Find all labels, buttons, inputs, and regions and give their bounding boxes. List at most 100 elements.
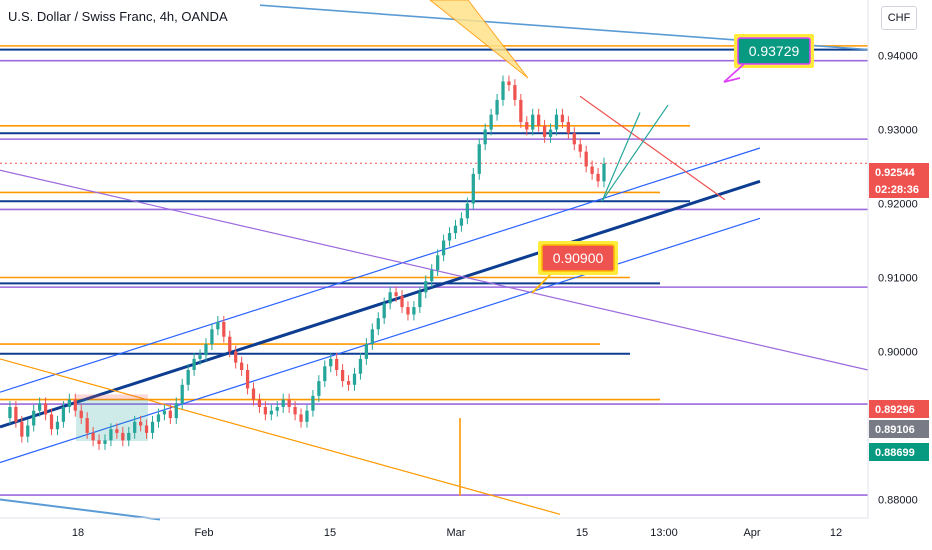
price-badge [869, 180, 929, 198]
time-tick-label: 15 [576, 527, 588, 539]
projection-arrow-green-2 [601, 112, 641, 202]
candle-body [127, 432, 131, 441]
time-tick-label: 15 [324, 527, 336, 539]
candle-body [418, 292, 422, 308]
candle-body [239, 362, 244, 370]
price-badge [869, 163, 929, 181]
candle-body [67, 399, 71, 407]
candle-body [97, 440, 101, 444]
candle-body [465, 203, 469, 219]
candle-body [305, 410, 309, 422]
price-badge [869, 443, 929, 461]
candle-body [251, 388, 256, 400]
candle-body [584, 151, 588, 167]
price-tick-label: 0.92000 [878, 199, 918, 211]
candle-body [32, 410, 36, 426]
candle-body [572, 133, 576, 145]
currency-button[interactable]: CHF [881, 6, 917, 30]
candle-body [507, 81, 511, 86]
candle-body [263, 407, 268, 415]
candle-body [299, 414, 303, 422]
time-tick-label: 13:00 [650, 527, 678, 539]
candle-body [436, 255, 440, 271]
candle-body [602, 163, 606, 182]
candle-body [186, 370, 190, 385]
candle-body [311, 395, 315, 411]
price-tick-label: 0.94000 [878, 51, 918, 63]
trend-line [0, 179, 761, 429]
candle-body [471, 173, 475, 204]
candle-body [335, 358, 339, 370]
candle-body [352, 373, 357, 385]
candle-body [548, 129, 553, 137]
candle-body [180, 384, 184, 404]
candle-body [216, 321, 220, 330]
candle-body [139, 421, 143, 426]
falling-trend-line [0, 169, 869, 371]
candle-body [228, 336, 232, 352]
orange-trend-line [0, 358, 561, 515]
candle-body [150, 421, 155, 433]
callouts: 0.90900 0.93729 [531, 34, 814, 294]
trend-line [0, 217, 761, 464]
candle-body [376, 318, 380, 330]
candle-body [269, 410, 273, 415]
callout-pointer [723, 63, 745, 83]
price-badge [869, 400, 929, 418]
candle-body [394, 292, 398, 296]
candle-body [49, 414, 54, 430]
candle-body [204, 344, 208, 356]
projection-arrow-red [579, 95, 726, 201]
price-tick-label: 0.88000 [878, 495, 918, 507]
candle-body [281, 399, 285, 407]
candle-body [453, 225, 458, 234]
candle-body [234, 351, 238, 363]
candle-body [554, 114, 559, 130]
candle-body [495, 99, 499, 115]
candle-body [287, 399, 291, 407]
time-axis: 18 Feb 15 Mar 15 13:00 Apr 12 [0, 517, 868, 539]
candle-body [412, 307, 416, 315]
time-tick-label: Mar [447, 527, 466, 539]
time-tick-label: Feb [195, 527, 214, 539]
candle-body [192, 358, 196, 370]
candle-body [346, 381, 351, 385]
candle-body [501, 81, 505, 100]
callout-label: 0.93729 [749, 43, 800, 59]
price-tick-label: 0.93000 [878, 125, 918, 137]
candle-body [14, 407, 18, 422]
candle-body [55, 421, 60, 430]
price-badges: 0.92544 02:28:36 0.89296 0.89106 0.88699 [869, 163, 929, 461]
candle-body [519, 99, 523, 123]
candle-body [257, 399, 262, 407]
candle-body [210, 329, 214, 345]
price-tick-label: 0.90000 [878, 347, 918, 359]
price-badge-label: 0.89296 [875, 404, 915, 416]
candle-body [329, 358, 333, 367]
price-badge-label: 02:28:36 [875, 184, 919, 196]
candle-body [382, 303, 386, 319]
candle-body [560, 114, 565, 123]
candle-body [174, 403, 178, 419]
candle-body [566, 122, 570, 134]
candle-body [430, 270, 434, 282]
candle-body [531, 114, 535, 130]
callout-label: 0.90900 [553, 250, 604, 266]
candle-body [222, 321, 226, 337]
candle-body [537, 114, 541, 126]
candle-body [483, 129, 487, 145]
candle-body [596, 173, 600, 182]
candle-body [121, 432, 125, 441]
callout-pointer [531, 274, 551, 294]
candle-body [156, 414, 161, 422]
trend-line [0, 147, 761, 393]
candle-body [61, 407, 66, 422]
candle-body [459, 218, 464, 226]
candle-body [168, 410, 172, 419]
candle-body [85, 418, 89, 433]
price-axis: 0.94000 0.93000 0.92000 0.91000 0.90000 0.880… [867, 0, 918, 518]
wedge-shape [429, 0, 529, 79]
candle-body [340, 370, 345, 382]
chart-title: U.S. Dollar / Swiss Franc, 4h, OANDA [8, 9, 228, 24]
